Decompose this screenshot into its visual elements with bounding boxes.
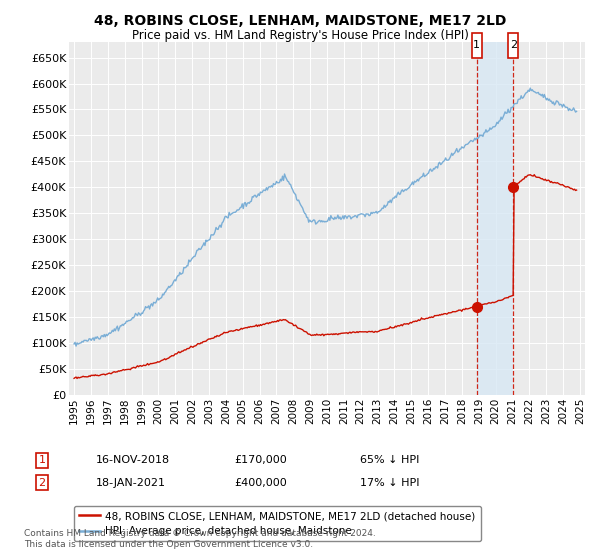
Text: 65% ↓ HPI: 65% ↓ HPI [360, 455, 419, 465]
Text: 2: 2 [510, 40, 517, 50]
Text: 48, ROBINS CLOSE, LENHAM, MAIDSTONE, ME17 2LD: 48, ROBINS CLOSE, LENHAM, MAIDSTONE, ME1… [94, 14, 506, 28]
Text: 18-JAN-2021: 18-JAN-2021 [96, 478, 166, 488]
Text: 1: 1 [473, 40, 480, 50]
Text: £170,000: £170,000 [234, 455, 287, 465]
Text: 16-NOV-2018: 16-NOV-2018 [96, 455, 170, 465]
Bar [508, 32, 518, 58]
Text: 17% ↓ HPI: 17% ↓ HPI [360, 478, 419, 488]
Legend: 48, ROBINS CLOSE, LENHAM, MAIDSTONE, ME17 2LD (detached house), HPI: Average pri: 48, ROBINS CLOSE, LENHAM, MAIDSTONE, ME1… [74, 506, 481, 542]
Text: 2: 2 [38, 478, 46, 488]
Text: Price paid vs. HM Land Registry's House Price Index (HPI): Price paid vs. HM Land Registry's House … [131, 29, 469, 42]
Text: Contains HM Land Registry data © Crown copyright and database right 2024.
This d: Contains HM Land Registry data © Crown c… [24, 529, 376, 549]
Bar [477, 42, 514, 395]
Text: 1: 1 [38, 455, 46, 465]
Text: £400,000: £400,000 [234, 478, 287, 488]
Bar [472, 32, 482, 58]
